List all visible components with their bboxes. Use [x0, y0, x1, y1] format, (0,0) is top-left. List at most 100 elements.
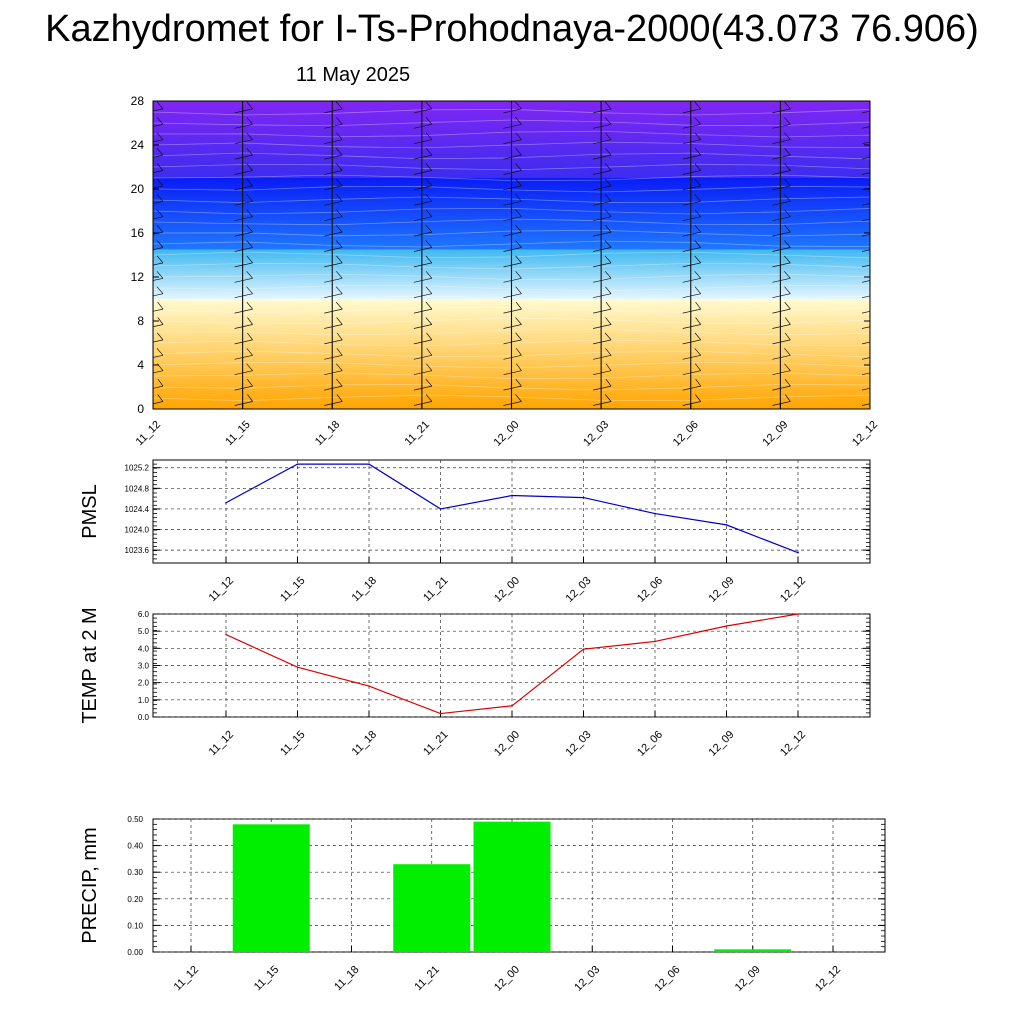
wind-barb-flag: [604, 194, 612, 202]
x-tick-label: 12_03: [572, 964, 602, 994]
wind-barb-flag: [515, 147, 522, 156]
wind-barb: [503, 293, 522, 299]
wind-barb-flag: [425, 163, 433, 171]
wind-barb-flag: [246, 132, 253, 140]
wind-barb: [593, 231, 612, 237]
y-tick-label: 0.40: [127, 842, 143, 851]
wind-barb-flag: [425, 224, 433, 233]
wind-barb-flag: [515, 194, 522, 202]
wind-barb-flag: [425, 317, 433, 325]
y-tick-label: 5.0: [138, 627, 150, 636]
y-tick-label: 2.0: [138, 679, 150, 688]
wind-barb: [682, 401, 701, 406]
wind-barb-flag: [694, 332, 702, 341]
wind-barb: [772, 108, 791, 114]
wind-barb-flag: [515, 224, 522, 233]
wind-barb-flag: [874, 102, 880, 109]
wind-barb: [861, 233, 870, 237]
x-tick-label: 11_18: [350, 575, 380, 605]
wind-barb-flag: [695, 301, 702, 310]
wind-barb: [861, 310, 870, 314]
wind-barb-flag: [784, 178, 791, 187]
wind-barb-flag: [515, 101, 522, 110]
x-tick-label: 12_12: [813, 964, 843, 994]
y-tick-label: 0.10: [127, 921, 143, 930]
wind-barb: [413, 277, 432, 283]
wind-barb-flag: [784, 286, 791, 294]
wind-barb: [413, 401, 432, 406]
wind-barb: [324, 154, 343, 160]
wind-barb-flag: [425, 240, 433, 248]
wind-barb: [234, 324, 253, 329]
wind-barb: [593, 139, 612, 145]
x-tick-label: 11_12: [207, 729, 237, 759]
wind-barb: [682, 293, 701, 299]
x-tick-label: 11_18: [350, 729, 380, 759]
data-point: [511, 705, 513, 707]
wind-barb: [153, 139, 164, 143]
wind-barb: [503, 339, 522, 345]
x-tick-label: 11_15: [252, 964, 282, 994]
wind-barb: [413, 108, 432, 114]
wind-barb: [324, 308, 343, 314]
wind-barb-flag: [694, 132, 702, 140]
wind-barb-flag: [156, 240, 164, 248]
wind-barb-flag: [335, 286, 343, 294]
y-tick-label: 0.0: [138, 713, 150, 722]
wind-barb: [153, 231, 164, 235]
x-tick-label: 11_21: [412, 964, 442, 994]
wind-barb: [861, 280, 870, 283]
wind-barb: [324, 385, 343, 391]
wind-barb: [861, 264, 870, 268]
wind-barb: [861, 126, 870, 129]
wind-barb: [503, 216, 522, 222]
data-point: [654, 640, 656, 643]
temperature-chart: 0.0 1.0 2.0 3.0 4.0 5.0 6.0 11_12 11_15 11_18 11_2…: [79, 607, 871, 759]
wind-barb-flag: [604, 224, 612, 233]
wind-barb-flag: [515, 317, 522, 325]
wind-barb-flag: [336, 332, 343, 341]
wind-barb-flag: [694, 101, 702, 110]
wind-barb: [153, 354, 164, 358]
wind-barb: [861, 403, 870, 406]
wind-barb-flag: [874, 117, 880, 124]
wind-barb-flag: [694, 194, 702, 202]
wind-barb-flag: [246, 271, 253, 279]
x-tick-label: 12_09: [707, 729, 737, 759]
wind-barb: [413, 293, 432, 299]
wind-barb: [772, 385, 791, 391]
data-point: [368, 463, 370, 465]
wind-barb: [772, 277, 791, 283]
wind-barb: [772, 200, 791, 206]
wind-barb: [772, 231, 791, 237]
wind-barb-flag: [874, 287, 880, 294]
wind-barb: [682, 247, 701, 252]
data-point: [511, 494, 513, 497]
wind-barb: [413, 185, 432, 191]
wind-barb: [503, 354, 522, 360]
data-point: [797, 613, 799, 615]
wind-barb-flag: [604, 271, 612, 279]
wind-barb-flag: [335, 240, 343, 248]
wind-barb: [413, 247, 432, 252]
wind-barb: [503, 262, 522, 268]
wind-barb-flag: [875, 348, 880, 355]
wind-barb: [153, 170, 164, 174]
wind-barb-flag: [336, 209, 343, 217]
data-point: [368, 685, 370, 687]
wind-barb-flag: [246, 117, 253, 125]
wind-barb: [324, 401, 343, 406]
wind-barb: [234, 139, 253, 145]
wind-barb: [682, 385, 701, 391]
wind-barb-flag: [336, 378, 343, 387]
x-tick-label: 12_03: [581, 419, 611, 449]
x-tick-label: 11_21: [421, 729, 451, 759]
wind-barb: [503, 108, 522, 114]
wind-barb-flag: [425, 178, 433, 187]
wind-barb: [324, 108, 343, 114]
wind-barb: [234, 385, 253, 391]
y-tick-label: 28: [131, 94, 145, 108]
y-axis-label: TEMP at 2 M: [79, 607, 101, 723]
wind-barb-flag: [157, 301, 164, 310]
wind-barb-flag: [336, 255, 343, 264]
